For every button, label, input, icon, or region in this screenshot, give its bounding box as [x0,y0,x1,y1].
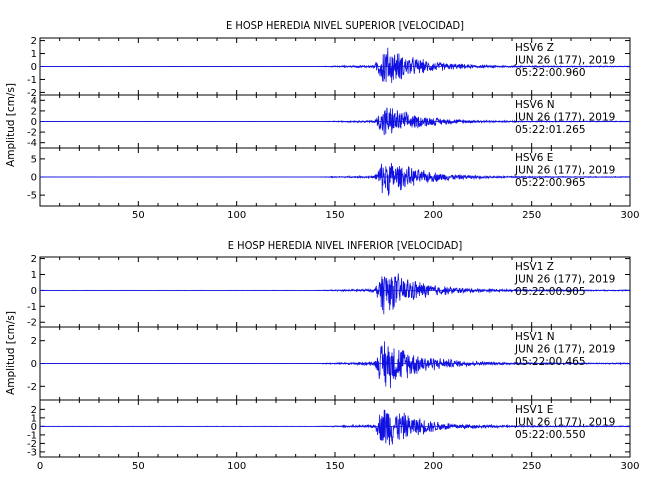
date-label: JUN 26 (177), 2019 [514,165,615,177]
y-tick-label: 2 [31,106,37,117]
y-tick-label: -2 [27,88,37,99]
x-tick-label: 0 [37,461,43,472]
panel-top-y-axis-label: Amplitud [cm/s] [5,83,17,167]
y-tick-label: -1 [27,75,37,86]
y-tick-label: 2 [31,405,37,416]
station-label: HSV1 N [515,331,555,343]
x-tick-label: 300 [620,210,639,221]
time-label: 05:22:00.465 [515,356,586,368]
y-tick-label: 0 [31,359,37,370]
y-tick-label: 0 [31,422,37,433]
y-tick-label: 4 [31,96,37,107]
y-tick-label: 0 [31,173,37,184]
y-tick-label: -5 [27,191,37,202]
panel-bottom-y-axis-label: Amplitud [cm/s] [5,311,17,395]
x-tick-label: 100 [227,461,246,472]
x-tick-label: 50 [132,210,145,221]
station-label: HSV1 E [515,404,553,416]
y-tick-label: -2 [27,318,37,329]
y-tick-label: -1 [27,302,37,313]
y-tick-label: -2 [27,382,37,393]
y-tick-label: 1 [31,413,37,424]
y-tick-label: 2 [31,254,37,265]
date-label: JUN 26 (177), 2019 [514,417,615,429]
x-tick-label: 250 [522,210,541,221]
y-tick-label: -1 [27,430,37,441]
date-label: JUN 26 (177), 2019 [514,112,615,124]
x-tick-label: 300 [620,461,639,472]
station-label: HSV6 E [515,152,553,164]
x-tick-label: 200 [424,461,443,472]
date-label: JUN 26 (177), 2019 [514,55,615,67]
x-tick-label: 50 [132,461,145,472]
x-tick-label: 150 [325,461,344,472]
y-tick-label: 0 [31,286,37,297]
x-tick-label: 250 [522,461,541,472]
time-label: 05:22:00.550 [515,429,586,441]
y-tick-label: 2 [31,336,37,347]
y-tick-label: 0 [31,117,37,128]
y-tick-label: 0 [31,62,37,73]
x-tick-label: 100 [227,210,246,221]
time-label: 05:22:00.960 [515,67,586,79]
y-tick-label: 2 [31,36,37,47]
panel-bottom-title: E HOSP HEREDIA NIVEL INFERIOR [VELOCIDAD… [228,239,463,252]
date-label: JUN 26 (177), 2019 [514,344,615,356]
y-tick-label: -4 [27,138,37,149]
station-label: HSV6 Z [515,42,554,54]
x-tick-label: 150 [325,210,344,221]
station-label: HSV6 N [515,99,555,111]
time-label: 05:22:00.965 [515,177,586,189]
x-tick-label: 200 [424,210,443,221]
time-label: 05:22:00.905 [515,286,586,298]
y-tick-label: 1 [31,270,37,281]
date-label: JUN 26 (177), 2019 [514,274,615,286]
time-label: 05:22:01.265 [515,124,586,136]
y-tick-label: 5 [31,154,37,165]
station-label: HSV1 Z [515,261,554,273]
panel-top-title: E HOSP HEREDIA NIVEL SUPERIOR [VELOCIDAD… [226,19,464,32]
y-tick-label: 1 [31,49,37,60]
y-tick-label: -3 [27,447,37,458]
y-tick-label: -2 [27,439,37,450]
y-tick-label: -2 [27,128,37,139]
